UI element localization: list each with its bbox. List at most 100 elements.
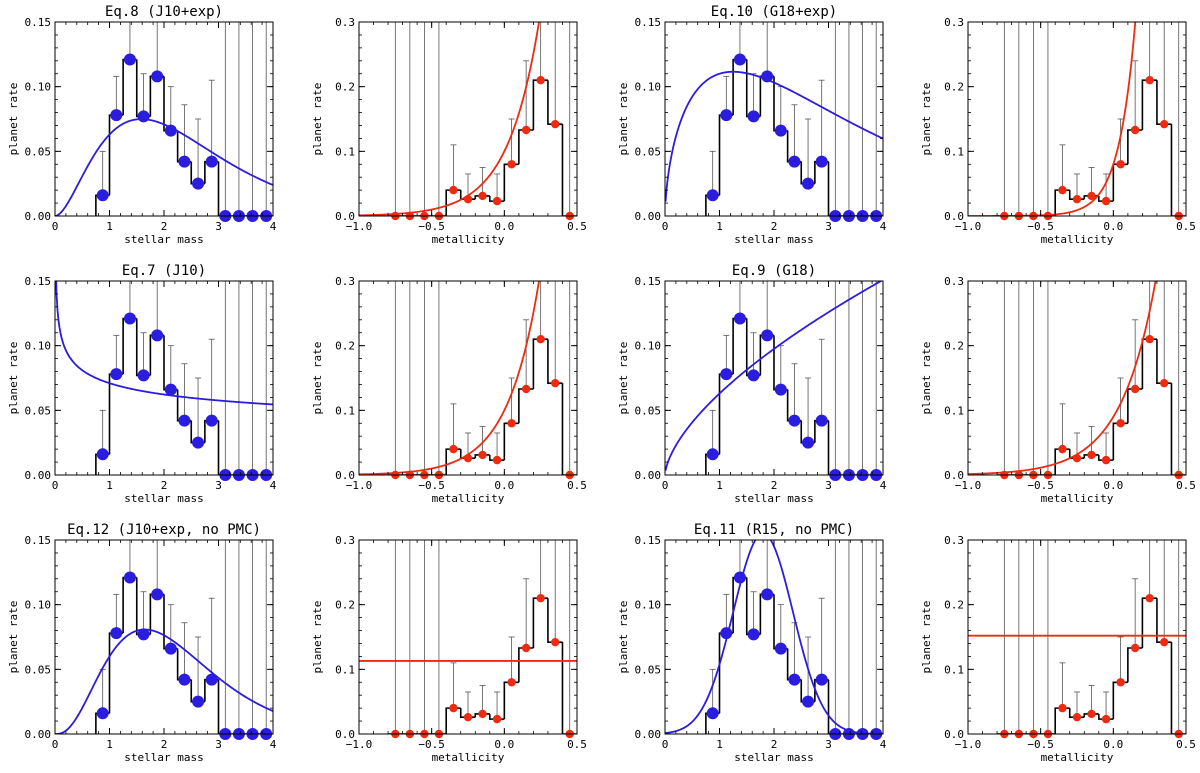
data-point [1160, 378, 1169, 388]
data-point [1058, 185, 1067, 195]
y-tick-label: 0.05 [25, 663, 52, 676]
histogram-bin [1127, 129, 1143, 165]
y-tick-label: 0.15 [635, 534, 662, 547]
histogram-bin [518, 129, 534, 165]
x-tick-label: 4 [880, 479, 887, 492]
x-axis-label: stellar mass [124, 233, 203, 246]
x-tick-label: 0.0 [494, 738, 514, 751]
data-point [706, 189, 719, 202]
y-tick-label: 0.1 [944, 404, 964, 417]
model-curve [55, 281, 273, 406]
data-point [478, 191, 487, 201]
histogram-bin [108, 632, 124, 714]
y-tick-label: 0.3 [944, 534, 964, 547]
y-tick-label: 0.10 [25, 599, 52, 612]
y-axis-label: planet rate [617, 601, 630, 674]
data-point [178, 155, 191, 168]
y-tick-label: 0.2 [944, 599, 964, 612]
y-tick-label: 0.1 [335, 404, 355, 417]
panel-6: −1.0 −0.5 0.0 0.5 0.0 0.1 0.2 0.3 metallicity pla… [311, 275, 587, 505]
y-axis-label: planet rate [311, 601, 324, 674]
panel-title: Eq.7 (J10) [122, 263, 206, 279]
data-point [733, 571, 746, 584]
plot-frame [358, 21, 578, 217]
y-tick-label: 0.3 [335, 275, 355, 288]
y-tick-label: 0.05 [25, 145, 52, 158]
model-curve [55, 118, 273, 216]
data-point [178, 673, 191, 686]
x-tick-label: 2 [771, 220, 778, 233]
x-tick-label: 0.0 [494, 220, 514, 233]
y-tick-label: 0.10 [25, 81, 52, 94]
x-tick-label: 4 [270, 738, 277, 751]
data-point [720, 368, 733, 381]
histogram-bin [1112, 163, 1128, 202]
data-point [1130, 643, 1140, 653]
y-tick-label: 0.2 [335, 81, 355, 94]
data-point [761, 70, 774, 83]
y-axis-label: planet rate [7, 342, 20, 415]
data-point [720, 109, 733, 122]
panel-title: Eq.11 (R15, no PMC) [694, 522, 854, 538]
plot-area [968, 22, 1186, 216]
panel-11: 0 1 2 3 4 0.00 0.05 0.10 0.15 stellar mass planet … [617, 522, 887, 764]
data-point [151, 70, 164, 83]
y-axis-label: planet rate [920, 83, 933, 156]
histogram-bin [759, 334, 774, 376]
x-axis-label: metallicity [1041, 233, 1114, 246]
y-tick-label: 0.0 [335, 210, 355, 223]
histogram-bin [532, 79, 548, 130]
y-tick-label: 0.0 [335, 469, 355, 482]
data-point [123, 53, 136, 66]
histogram-bin [532, 597, 548, 648]
y-tick-label: 0.00 [25, 469, 52, 482]
plot-frame [967, 280, 1187, 476]
data-point [1145, 594, 1154, 603]
x-axis-label: stellar mass [734, 233, 813, 246]
x-tick-label: −1.0 [346, 479, 373, 492]
x-tick-label: 2 [161, 479, 168, 492]
y-tick-label: 0.0 [944, 728, 964, 741]
x-axis-label: metallicity [432, 492, 505, 505]
data-point [1072, 453, 1082, 463]
x-tick-label: 0 [662, 479, 669, 492]
data-point [110, 109, 123, 122]
histogram-bin [503, 422, 519, 461]
x-tick-label: −0.5 [1027, 220, 1054, 233]
data-point [761, 329, 774, 342]
y-tick-label: 0.00 [25, 210, 52, 223]
y-axis-label: planet rate [7, 83, 20, 156]
y-tick-label: 0.00 [635, 728, 662, 741]
data-point [1116, 160, 1125, 169]
data-point [164, 124, 177, 137]
histogram-bin [732, 58, 747, 116]
plot-area [665, 540, 883, 734]
y-axis-label: planet rate [920, 342, 933, 415]
y-axis-label: planet rate [311, 342, 324, 415]
data-point [536, 335, 545, 344]
y-tick-label: 0.15 [635, 275, 662, 288]
data-point [536, 76, 545, 85]
data-point [1160, 637, 1169, 647]
histogram-bin [1141, 79, 1157, 130]
data-point [110, 627, 123, 640]
y-axis-label: planet rate [311, 83, 324, 156]
histogram-bin [149, 334, 164, 376]
histogram-bin [217, 161, 233, 216]
data-point [747, 110, 760, 123]
x-tick-label: 1 [106, 479, 113, 492]
y-axis-label: planet rate [7, 601, 20, 674]
histogram-bin [759, 593, 774, 635]
data-point [205, 673, 218, 686]
y-tick-label: 0.2 [944, 340, 964, 353]
histogram-bin [827, 161, 843, 216]
data-point [478, 450, 487, 460]
x-tick-label: 2 [771, 479, 778, 492]
panel-4: −1.0 −0.5 0.0 0.5 0.0 0.1 0.2 0.3 metallicity pla… [920, 16, 1196, 246]
data-point [1058, 703, 1067, 713]
y-tick-label: 0.3 [335, 534, 355, 547]
model-curve [665, 70, 883, 202]
data-point [164, 383, 177, 396]
data-point [492, 196, 502, 206]
